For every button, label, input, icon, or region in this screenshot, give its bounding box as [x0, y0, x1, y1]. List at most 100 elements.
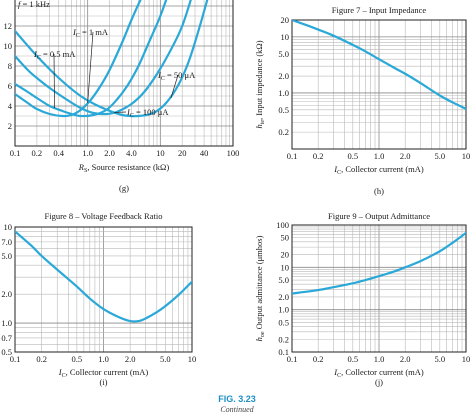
plot-frame	[291, 19, 467, 150]
panel-label: (h)	[374, 186, 384, 196]
series-line	[15, 230, 192, 323]
plot-frame	[14, 0, 234, 147]
series-label: IC = 100 μA	[126, 107, 169, 119]
y-tick-label: 10	[4, 41, 13, 51]
x-tick-label: 2.0	[104, 148, 115, 158]
y-tick-label: 100	[276, 220, 289, 230]
series-leader	[53, 53, 55, 109]
y-tick-label: 8	[8, 61, 12, 71]
panel-label: (j)	[375, 377, 383, 387]
x-tick-label: 1.0	[98, 354, 109, 364]
figure-label: FIG. 3.23	[218, 394, 256, 404]
x-tick-label: 1.0	[82, 148, 93, 158]
x-tick-label: 1.0	[374, 151, 385, 161]
y-tick-label: 2.0	[278, 71, 289, 81]
y-tick-label: 2.0	[278, 292, 289, 302]
y-tick-label: 0.5	[278, 105, 289, 115]
y-tick-label: 0.5	[278, 317, 289, 327]
series-label: IC = 0.5 mA	[33, 49, 76, 61]
x-tick-label: 10	[462, 354, 471, 364]
chart-title: Figure 7 – Input Impedance	[332, 5, 427, 15]
y-tick-label: 12	[4, 21, 13, 31]
y-tick-label: 1.0	[1, 318, 12, 328]
x-axis-label: IC, Collector current (mA)	[333, 367, 424, 379]
y-tick-label: 50	[281, 233, 290, 243]
header-note: f = 1 kHz	[18, 0, 50, 9]
y-tick-label: 2	[8, 121, 12, 131]
y-tick-label: 2.0	[1, 289, 12, 299]
x-tick-label: 2.0	[400, 151, 411, 161]
series-label: IC = 50 μA	[157, 70, 196, 82]
x-tick-label: 0.2	[313, 151, 324, 161]
y-axis-label: hie, Input impedance (kΩ)	[254, 40, 266, 128]
series-leader	[170, 74, 179, 99]
x-tick-label: 0.5	[347, 354, 358, 364]
chart-i: 0.1 0.2 0.5 1.0 2.0 5.0 10 10 7.0 5.0 2.0 1.0 0.7 0.5…	[1, 211, 196, 387]
y-tick-label: 10	[281, 32, 290, 42]
x-tick-label: 5.0	[160, 354, 171, 364]
chart-h: 0.1 0.2 0.5 1.0 2.0 5.0 10 20 10 5.0 2.0 1.0 0.5 0.2 F…	[254, 5, 470, 196]
chart-title: Figure 8 – Voltage Feedback Ratio	[45, 211, 163, 221]
series-leader	[87, 31, 94, 104]
y-tick-label: 0.2	[278, 334, 289, 344]
y-tick-label: 1.0	[278, 88, 289, 98]
y-tick-label: 20	[281, 15, 290, 25]
series-leader	[113, 111, 127, 113]
series-line	[292, 231, 466, 295]
y-tick-label: 10	[281, 262, 290, 272]
x-axis-label: IC, Collector current (mA)	[58, 367, 149, 379]
plot-frame	[291, 224, 467, 353]
x-tick-label: 100	[227, 148, 240, 158]
y-tick-label: 7.0	[1, 237, 12, 247]
x-tick-label: 2.0	[400, 354, 411, 364]
plot-frame	[14, 226, 193, 353]
x-tick-label: 0.2	[36, 354, 47, 364]
x-tick-label: 10	[156, 148, 165, 158]
figure-continued: Continued	[220, 405, 254, 413]
x-tick-label: 0.2	[313, 354, 324, 364]
x-tick-label: 1.0	[374, 354, 385, 364]
series-line	[15, 0, 209, 118]
y-tick-label: 0.2	[278, 127, 289, 137]
y-tick-label: 20	[281, 250, 290, 260]
y-tick-label: 0.1	[278, 347, 289, 357]
series-label: IC = 1 mA	[72, 27, 109, 39]
chart-j: 0.1 0.2 0.5 1.0 2.0 5.0 10 100 50 20 10 5.0 2.0 1.0 0.…	[254, 211, 470, 387]
x-tick-label: 0.1	[287, 151, 298, 161]
chart-g: 0.1 0.2 0.4 1.0 2.0 4.0 10 20 40 100 2 4 6 8 10 12 f = 1…	[4, 0, 240, 193]
x-tick-label: 0.4	[53, 148, 64, 158]
y-tick-label: 4	[8, 101, 13, 111]
x-tick-label: 10	[462, 151, 471, 161]
x-tick-label: 0.1	[10, 148, 21, 158]
x-tick-label: 2.0	[125, 354, 136, 364]
x-tick-label: 0.1	[287, 354, 298, 364]
y-tick-label: 10	[4, 222, 13, 232]
series-line	[15, 0, 192, 116]
series-line	[15, 0, 142, 118]
y-tick-label: 5.0	[1, 251, 12, 261]
chart-title: Figure 9 – Output Admittance	[328, 211, 430, 221]
y-tick-label: 6	[8, 81, 12, 91]
x-tick-label: 4.0	[126, 148, 137, 158]
series-line	[292, 20, 466, 110]
y-tick-label: 0.5	[1, 347, 12, 357]
y-tick-label: 0.7	[1, 333, 12, 343]
y-tick-label: 5.0	[278, 275, 289, 285]
x-axis-label: RS, Source resistance (kΩ)	[78, 162, 170, 174]
panel-label: (i)	[99, 377, 107, 387]
x-tick-label: 5.0	[434, 151, 445, 161]
series-line	[15, 0, 168, 118]
x-tick-label: 20	[178, 148, 187, 158]
y-tick-label: 1.0	[278, 305, 289, 315]
y-axis-label: hoe Output admittance (μmhos)	[254, 235, 266, 341]
panel-label: (g)	[119, 183, 129, 193]
x-tick-label: 0.5	[72, 354, 83, 364]
x-tick-label: 0.2	[32, 148, 43, 158]
x-tick-label: 5.0	[434, 354, 445, 364]
y-tick-label: 5.0	[278, 49, 289, 59]
x-tick-label: 0.5	[347, 151, 358, 161]
x-tick-label: 40	[200, 148, 209, 158]
x-tick-label: 0.1	[10, 354, 21, 364]
x-axis-label: IC, Collector current (mA)	[333, 164, 424, 176]
